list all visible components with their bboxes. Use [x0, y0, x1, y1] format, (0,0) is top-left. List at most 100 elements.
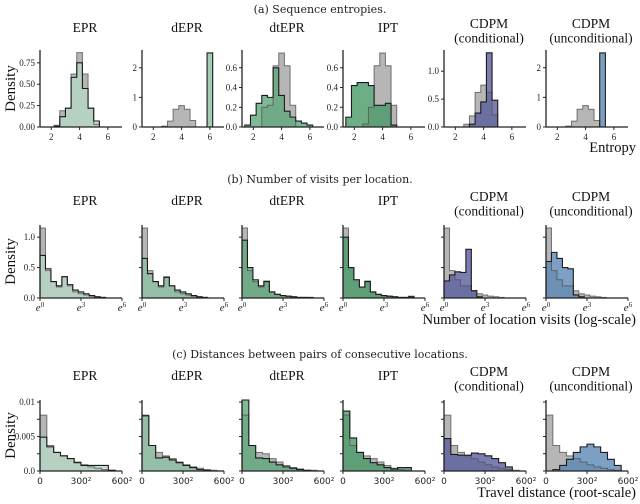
x-axis-label: Number of location visits (log-scale) [423, 312, 637, 328]
model-hist-outline [463, 52, 499, 128]
x-tick-label: e6 [320, 301, 329, 314]
row-caption: (b) Number of visits per location. [227, 173, 413, 186]
y-tick-label: 0.00 [19, 122, 35, 132]
x-tick-label: e3 [279, 301, 288, 314]
model-hist-outline [141, 257, 219, 299]
x-tick-label: 0 [139, 477, 145, 487]
row-3: (c) Distances between pairs of consecuti… [3, 348, 639, 501]
real-hist-outline [545, 414, 622, 471]
panel-title: (conditional) [454, 379, 524, 394]
panel-cdpm-conditional: CDPM(conditional) e0 e3 e6 [440, 189, 531, 314]
real-hist-fill [161, 105, 213, 127]
y-tick-label: 0.2 [327, 102, 338, 112]
panel-title: dEPR [171, 193, 203, 208]
x-tick-label: 600² [516, 477, 537, 487]
x-tick-label: e0 [339, 301, 348, 314]
y-tick-label: 0.5 [24, 263, 36, 273]
x-tick-label: 6 [106, 132, 111, 142]
panel-title: EPR [73, 193, 98, 208]
panel-dtepr: dtEPR 0.0 0.2 0.4 0.6 2 4 6 [226, 20, 324, 142]
real-hist-fill [546, 415, 622, 471]
y-tick-label: 2 [537, 63, 542, 73]
x-tick-label: e3 [481, 301, 490, 314]
x-tick-label: 2 [453, 132, 458, 142]
panel-title: CDPM [572, 364, 610, 379]
x-tick-label: e0 [542, 301, 551, 314]
x-tick-label: 2 [151, 132, 156, 142]
x-tick-label: 6 [308, 132, 313, 142]
model-hist-fill [161, 52, 213, 127]
x-tick-label: 4 [481, 132, 486, 142]
panel-ipt: IPT 0.0 0.2 0.4 0.6 2 4 6 [327, 20, 425, 142]
real-hist-outline [565, 105, 606, 128]
x-tick-label: 300² [374, 477, 395, 487]
panel-epr: EPR 0.0 0.005 0.01 0 300² 600² [15, 368, 133, 487]
y-tick-label: 0.4 [226, 83, 238, 93]
y-tick-label: 0.75 [19, 58, 35, 68]
y-tick-label: 0.0 [327, 122, 339, 132]
x-tick-label: 300² [273, 477, 294, 487]
panel-title: CDPM [470, 189, 508, 204]
panel-title: CDPM [470, 364, 508, 379]
panel-ipt: IPT e0 e3 e6 [339, 193, 430, 314]
panel-title: (unconditional) [549, 379, 632, 394]
y-tick-label: 0.005 [15, 432, 36, 442]
x-tick-label: 4 [77, 132, 82, 142]
panel-title: dEPR [171, 368, 203, 383]
panel-dtepr: dtEPR e0 e3 e6 [238, 193, 329, 314]
x-tick-label: 0 [239, 477, 245, 487]
x-tick-label: 600² [112, 477, 133, 487]
y-tick-label: 1.0 [428, 66, 440, 76]
y-tick-label: 0.6 [226, 63, 238, 73]
x-tick-label: e0 [238, 301, 247, 314]
x-tick-label: 4 [583, 132, 588, 142]
panel-depr: dEPR 0 1 2 2 4 6 [133, 20, 224, 142]
real-hist-fill [142, 415, 218, 471]
y-tick-label: 1 [537, 92, 542, 102]
panel-epr: EPR 0.00 0.25 0.50 0.75 2 4 6 [19, 20, 122, 142]
real-hist-outline [443, 414, 520, 471]
panel-cdpm-conditional: CDPM(conditional) 0 300² 600² [441, 364, 537, 487]
y-tick-label: 1 [133, 92, 138, 102]
x-tick-label: 600² [214, 477, 235, 487]
panel-title: CDPM [470, 16, 508, 31]
x-tick-label: 2 [555, 132, 560, 142]
panel-title: EPR [73, 20, 98, 35]
x-tick-label: 600² [314, 477, 335, 487]
panel-title: dtEPR [269, 20, 304, 35]
model-hist-fill [565, 52, 606, 127]
x-tick-label: 300² [577, 477, 598, 487]
x-axis-label: Travel distance (root-scale) [477, 485, 636, 501]
x-tick-label: e0 [440, 301, 449, 314]
y-tick-label: 0.25 [19, 101, 35, 111]
model-hist-fill [463, 52, 498, 127]
panel-title: CDPM [572, 16, 610, 31]
model-hist-outline [39, 436, 116, 471]
panel-depr: dEPR 0 300² 600² [139, 368, 235, 487]
model-hist-outline [53, 62, 100, 127]
panel-title: IPT [378, 20, 399, 35]
x-tick-label: 300² [475, 477, 496, 487]
y-axis-label: Density [3, 238, 19, 285]
x-tick-label: 4 [380, 132, 385, 142]
y-tick-label: 0.0 [428, 122, 440, 132]
panel-title: EPR [73, 368, 98, 383]
x-tick-label: 300² [71, 477, 92, 487]
x-tick-label: e3 [77, 301, 86, 314]
x-tick-label: e6 [118, 301, 127, 314]
row-caption: (a) Sequence entropies. [254, 3, 387, 16]
panel-title: dEPR [171, 20, 203, 35]
x-axis-label: Entropy [589, 140, 636, 156]
y-tick-label: 0 [537, 122, 542, 132]
x-tick-label: 600² [618, 477, 639, 487]
panel-ipt: IPT 0 300² 600² [340, 368, 436, 487]
x-tick-label: 4 [179, 132, 184, 142]
y-tick-label: 0.6 [327, 63, 339, 73]
y-tick-label: 1.0 [24, 232, 36, 242]
y-tick-label: 0.0 [226, 122, 238, 132]
row-1: (a) Sequence entropies. Density Entropy EPR… [3, 3, 637, 156]
model-hist-outline [345, 82, 398, 127]
y-tick-label: 0.2 [226, 102, 237, 112]
model-hist-outline [244, 67, 314, 127]
y-tick-label: 0.5 [428, 94, 440, 104]
